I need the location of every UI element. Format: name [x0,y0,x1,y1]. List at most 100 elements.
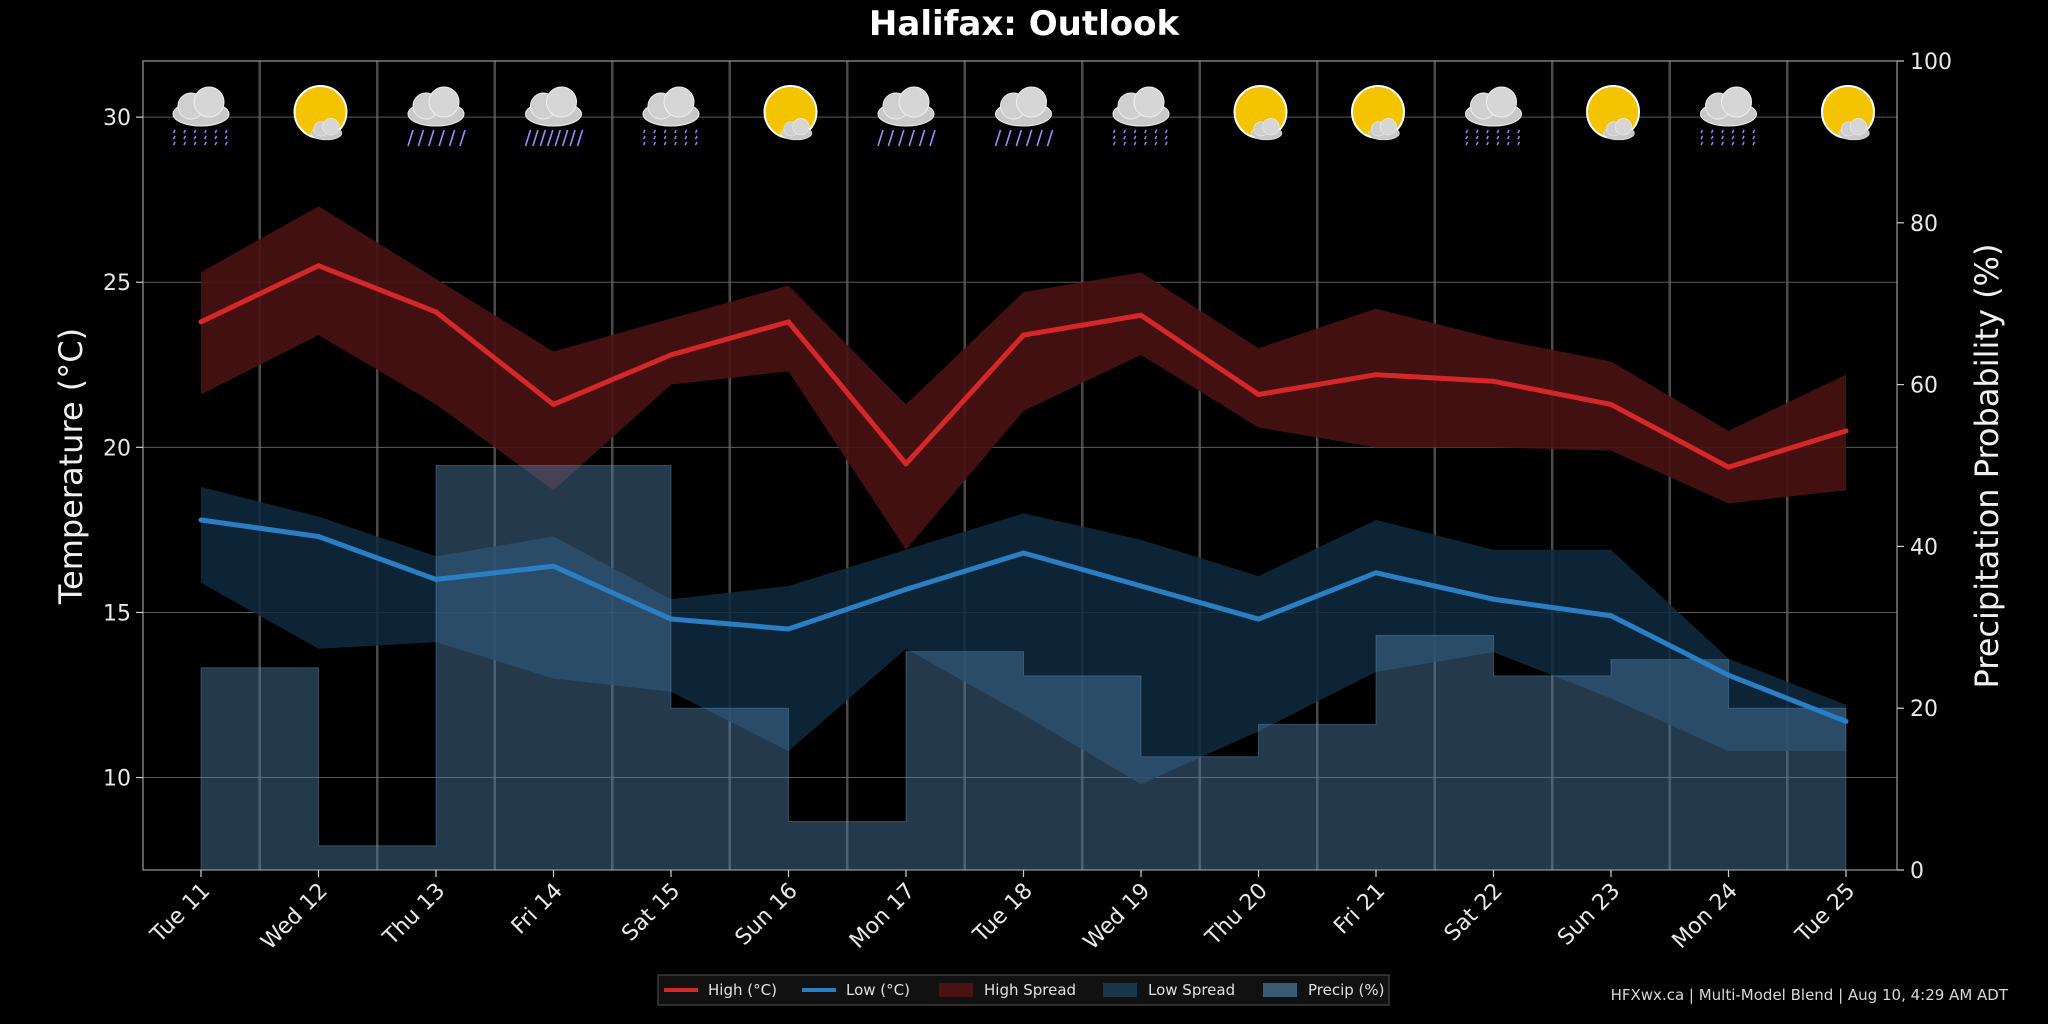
y2-tick-label: 60 [1910,374,1938,399]
showers-icon [877,86,936,147]
rain-drop [1496,135,1500,140]
y-tick-label: 15 [103,601,131,626]
high-line-point [198,319,204,325]
rain-drop [1741,135,1745,140]
x-tick-label: Fri 21 [1329,879,1390,940]
high-line-point [1256,392,1261,398]
rain-drop [1133,129,1137,134]
rain-drop [1486,135,1489,140]
rain-drop [1465,135,1469,140]
rain-drop [1015,129,1023,147]
rain-drop [674,135,677,140]
y2-tick-label: 20 [1910,697,1938,722]
rain-drop [1752,135,1756,140]
rain-drop [539,129,547,147]
rain-drop [1154,129,1158,134]
rain-drop [1506,135,1510,140]
low-line-point [903,586,909,592]
rain-drop [204,141,207,146]
low-line-point [1373,570,1379,576]
y2-tick-label: 80 [1910,212,1938,237]
rain-drop [183,135,187,140]
rain-drop [1154,141,1158,146]
rain-drop [684,135,688,140]
cloud-part [1016,86,1047,118]
rain-drop [1465,129,1469,134]
rain-drop [1486,129,1489,134]
rain-icon [1465,86,1522,146]
legend-label-high: High (°C) [708,981,777,999]
rain-drop [642,135,646,140]
rain-drop [1710,141,1714,146]
rain-drop [407,129,414,147]
rain-drop [428,129,435,147]
low-line-point [198,517,204,523]
rain-drop [1164,141,1168,146]
precip-step-area [200,465,1847,871]
small-cloud [1368,118,1400,141]
rain-drop [1123,129,1127,134]
rain-drop [1154,135,1158,140]
rain-drop [1465,141,1469,146]
cloud-part [898,86,930,118]
precip-area [200,465,1847,871]
rain-drop [1164,135,1168,140]
rain-drop [663,135,667,140]
small-cloud [780,118,813,141]
rain-drop [684,141,688,146]
rain-drop [1133,135,1137,140]
low-line-point [433,576,439,582]
plot-frame [142,60,1898,871]
x-tick-label: Tue 11 [146,879,216,949]
rain-drop [684,129,688,134]
rain-icon [172,86,230,146]
rain-icon [1112,86,1170,146]
cloud-part [546,86,577,118]
rain-drop [193,129,197,134]
x-tick-label: Sat 15 [617,879,685,947]
cloud-part [1262,118,1280,136]
y-tick-label: 30 [103,106,131,131]
rain-drop [569,129,576,147]
rain-drop [448,129,456,147]
low-line-point [668,616,674,622]
rain-drop [172,141,176,146]
temperature-lines [198,263,1849,724]
rain-drop [1752,129,1756,134]
x-tick-label: Wed 12 [256,879,332,955]
showers-icon [994,86,1054,147]
rain-drop [1517,141,1521,146]
rain-drop [172,129,176,134]
sun-cloud-icon [1821,85,1875,141]
sun-cloud-icon [1351,85,1405,141]
low-line-point [1256,616,1261,622]
sun-cloud-icon [293,85,348,141]
low-line-point [1726,672,1731,678]
rain-drop [1721,135,1724,140]
sun-cloud-icon [1233,85,1288,141]
x-tick-label: Sun 16 [731,879,803,951]
rain-drop [1005,129,1012,147]
rain-drop [1486,141,1489,146]
rain-drop [1700,129,1704,134]
rain-drop [1741,129,1745,134]
cloud-part [322,118,340,136]
weather-icons [172,85,1875,147]
high-line-point [1843,428,1849,434]
small-cloud [310,118,343,141]
rain-drop [642,141,646,146]
y2-axis-title: Precipitation Probability (%) [1968,244,2006,689]
rain-drop [1506,141,1510,146]
cloud-part [193,86,225,118]
rain-drop [1046,129,1054,147]
cloud-part [428,86,460,118]
x-tick-label: Sat 22 [1440,879,1508,947]
rain-drop [694,135,698,140]
rain-drop [663,129,667,134]
rain-drop [193,141,197,146]
rain-drop [1741,141,1745,146]
rain-drop [1123,135,1127,140]
rain-drop [1710,129,1714,134]
y2-tick-label: 100 [1910,50,1952,75]
rain-drop [459,129,466,147]
